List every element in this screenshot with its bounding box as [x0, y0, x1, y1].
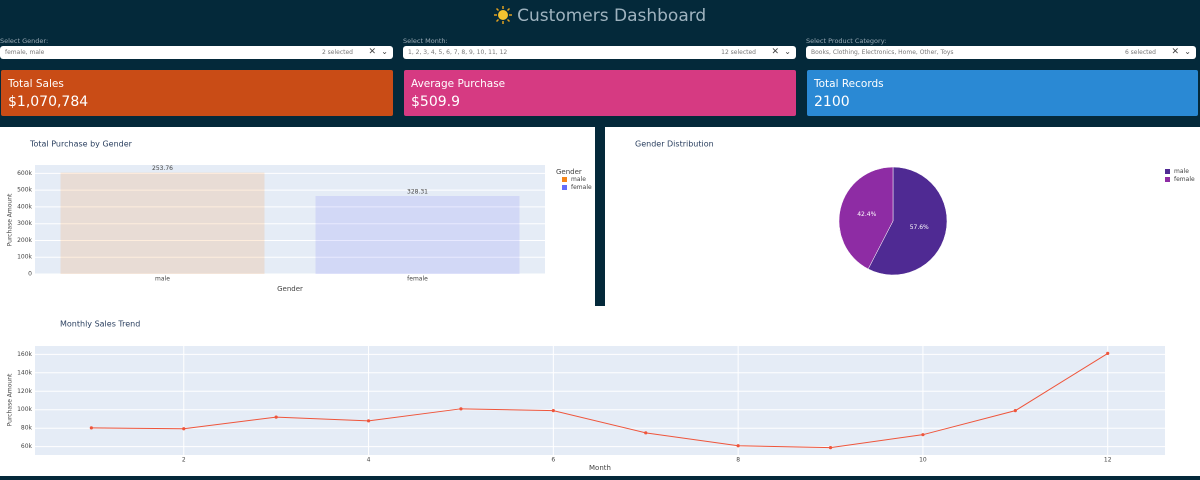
- kpi-value: 2100: [814, 94, 850, 110]
- filter-value: Books, Clothing, Electronics, Home, Othe…: [811, 49, 954, 56]
- y-axis-label: Purchase Amount: [7, 373, 14, 426]
- bar-panel: 0 100k 200k 300k 400k 500k 600k Total Purchase …: [0, 127, 595, 306]
- x-axis-label: Month: [589, 464, 611, 472]
- legend-title: Gender: [556, 168, 582, 176]
- x-axis-label: Gender: [277, 285, 303, 293]
- slice-label: 57.6%: [910, 224, 929, 231]
- y-tick-label: 0: [28, 271, 32, 278]
- legend-swatch: [562, 177, 567, 182]
- y-tick-label: 600k: [17, 170, 32, 177]
- header: Customers Dashboard: [0, 6, 1200, 26]
- filter-label: Select Gender:: [0, 37, 49, 45]
- chart-title: Monthly Sales Trend: [60, 320, 140, 329]
- legend-label: male: [1174, 168, 1189, 175]
- legend-label: male: [571, 176, 586, 183]
- y-tick-label: 300k: [17, 220, 32, 227]
- filter-select[interactable]: female, male 2 selected ✕ ⌄: [0, 46, 393, 59]
- y-axis-label: Purchase Amount: [7, 193, 14, 246]
- point: [182, 427, 186, 431]
- pie-slice: [838, 166, 894, 270]
- clear-icon[interactable]: ✕: [1171, 47, 1179, 57]
- line-panel: 60k 80k 100k 120k 140k 160k Monthly Sales Tren…: [0, 306, 1200, 476]
- filter-count: 12 selected: [721, 49, 756, 56]
- point: [828, 446, 833, 450]
- clear-icon[interactable]: ✕: [368, 47, 376, 57]
- chart-title: Total Purchase by Gender: [29, 140, 133, 149]
- bar-chart: 0 100k 200k 300k 400k 500k 600k Total Purchase …: [7, 140, 592, 294]
- legend-swatch: [562, 185, 567, 190]
- plot-area: [35, 346, 1165, 455]
- kpi-label: Average Purchase: [411, 78, 506, 90]
- x-tick-label: male: [155, 276, 170, 283]
- y-tick-label: 80k: [21, 425, 33, 432]
- kpi-card: Average Purchase $509.9: [404, 70, 796, 116]
- x-tick-label: 8: [736, 457, 740, 464]
- x-tick-label: 2: [182, 457, 186, 464]
- filter-select[interactable]: Books, Clothing, Electronics, Home, Othe…: [806, 46, 1196, 59]
- legend-swatch: [1165, 177, 1170, 182]
- pie-slice: [867, 166, 948, 276]
- legend-label: female: [571, 184, 592, 191]
- y-tick-label: 100k: [17, 254, 32, 261]
- pie-panel: Gender Distribution 57.6% male 42.4% female: [605, 127, 1200, 306]
- legend-swatch: [1165, 169, 1170, 174]
- dropdown-icon[interactable]: ⌄: [381, 47, 388, 56]
- filter-value: 1, 2, 3, 4, 5, 6, 7, 8, 9, 10, 11, 12: [408, 49, 508, 56]
- line-chart: 60k 80k 100k 120k 140k 160k Monthly Sales Tren…: [7, 320, 1165, 472]
- y-tick-label: 60k: [21, 443, 33, 450]
- y-tick-label: 500k: [17, 187, 32, 194]
- filter-select[interactable]: 1, 2, 3, 4, 5, 6, 7, 8, 9, 10, 11, 12 12 …: [403, 46, 796, 59]
- y-tick-label: 200k: [17, 237, 32, 244]
- filter-label: Select Product Category:: [806, 37, 887, 45]
- point: [1013, 409, 1017, 413]
- point: [921, 433, 925, 437]
- x-tick-label: 6: [551, 457, 555, 464]
- slice-label: 42.4%: [857, 211, 876, 218]
- dropdown-icon[interactable]: ⌄: [784, 47, 791, 56]
- point: [736, 444, 740, 448]
- line: [91, 352, 1108, 449]
- legend-label: female: [1174, 176, 1195, 183]
- title: Customers Dashboard: [517, 6, 707, 26]
- bar-annotation: 328.31: [407, 189, 428, 196]
- kpi-value: $509.9: [411, 94, 460, 110]
- kpi-card: Total Records 2100: [807, 70, 1198, 116]
- point: [459, 407, 463, 411]
- filter-label: Select Month:: [403, 37, 448, 45]
- x-tick-label: 12: [1104, 457, 1112, 464]
- y-tick-label: 120k: [17, 388, 32, 395]
- bar-annotation: 253.76: [152, 165, 173, 172]
- bar: [315, 196, 520, 274]
- point: [274, 415, 278, 419]
- filter-count: 6 selected: [1124, 49, 1156, 56]
- point: [1106, 351, 1110, 355]
- plot-area: [35, 165, 545, 274]
- y-tick-label: 140k: [17, 369, 32, 376]
- y-tick-label: 400k: [17, 203, 32, 210]
- point: [89, 426, 93, 430]
- filter-count: 2 selected: [321, 49, 353, 56]
- kpi-label: Total Records: [814, 78, 884, 90]
- point: [366, 419, 371, 423]
- clear-icon[interactable]: ✕: [771, 47, 779, 57]
- kpi-label: Total Sales: [8, 78, 64, 90]
- x-tick-label: female: [407, 276, 428, 283]
- point: [644, 431, 648, 435]
- sun-icon: [493, 6, 512, 24]
- kpi-card: Total Sales $1,070,784: [1, 70, 393, 116]
- kpi-value: $1,070,784: [8, 94, 89, 110]
- chart-title: Gender Distribution: [635, 140, 714, 149]
- y-tick-label: 160k: [17, 351, 32, 358]
- bar: [60, 172, 265, 274]
- filter-value: female, male: [5, 49, 45, 56]
- x-tick-label: 10: [919, 457, 927, 464]
- x-tick-label: 4: [367, 457, 371, 464]
- dropdown-icon[interactable]: ⌄: [1184, 47, 1191, 56]
- y-tick-label: 100k: [17, 406, 32, 413]
- point: [551, 409, 555, 413]
- pie-chart: Gender Distribution 57.6% male 42.4% female: [635, 140, 1195, 276]
